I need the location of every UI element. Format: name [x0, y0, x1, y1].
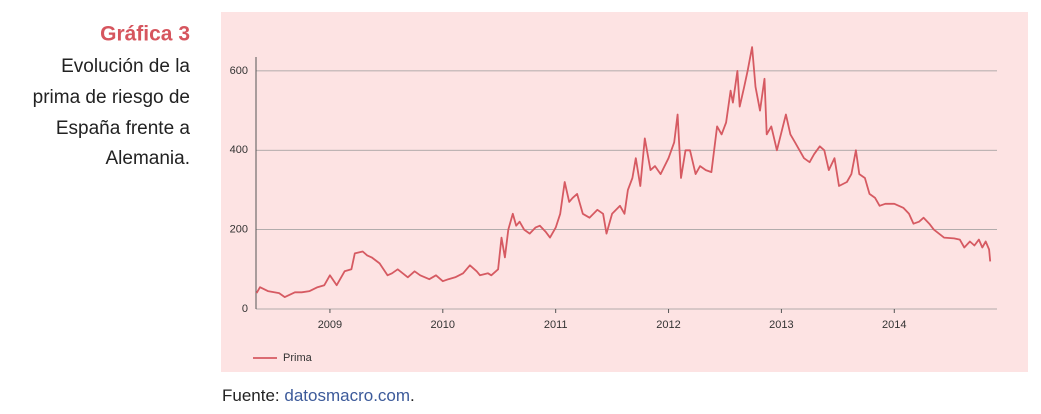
source-link[interactable]: datosmacro.com — [284, 386, 410, 405]
source-prefix: Fuente: — [222, 386, 284, 405]
description-line: España frente a — [56, 118, 191, 139]
x-tick-label: 2014 — [882, 319, 906, 331]
source-suffix: . — [410, 386, 415, 405]
figure-label: Gráfica 3 — [100, 23, 190, 46]
series-line — [255, 46, 992, 298]
description-line: prima de riesgo de — [33, 87, 190, 108]
x-tick-label: 2009 — [318, 319, 342, 331]
y-tick-label: 200 — [230, 224, 248, 236]
x-tick-label: 2012 — [656, 319, 680, 331]
plot: 0 200 400 600 2009 2010 2011 2012 2013 2014 Prima — [230, 46, 997, 364]
x-tick-label: 2010 — [431, 319, 455, 331]
description-line: Alemania. — [106, 148, 191, 169]
legend-label: Prima — [283, 352, 313, 364]
y-tick-label: 600 — [230, 65, 248, 77]
x-tick-label: 2011 — [544, 319, 568, 331]
source: Fuente: datosmacro.com. — [222, 386, 415, 405]
description-line: Evolución de la — [61, 56, 190, 77]
y-tick-label: 0 — [242, 303, 248, 315]
chart-panel — [221, 12, 1028, 372]
y-tick-label: 400 — [230, 144, 248, 156]
x-tick-label: 2013 — [769, 319, 793, 331]
